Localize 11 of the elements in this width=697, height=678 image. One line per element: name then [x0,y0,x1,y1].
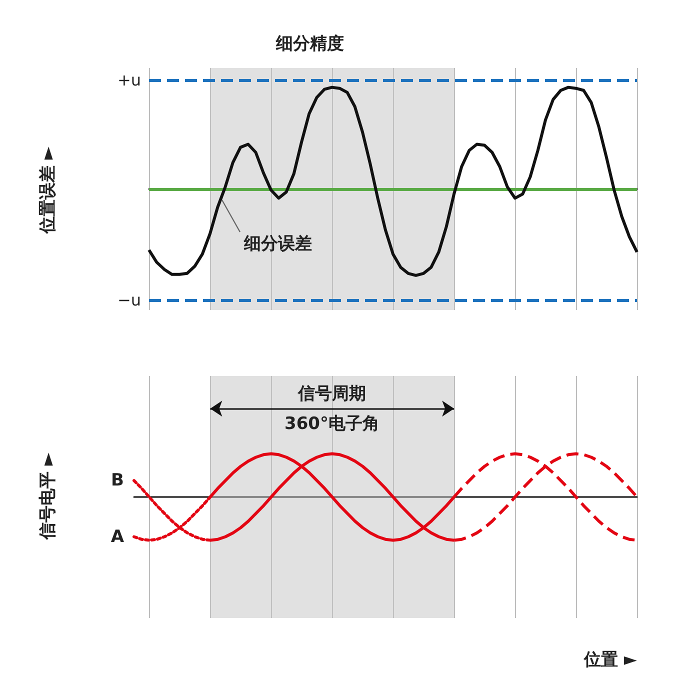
y-axis-title: 信号电平 ► [38,452,58,540]
series-label: A [110,526,125,547]
text: 360°电子角 [284,414,380,434]
x-axis-title: 位置 ► [583,650,638,670]
text: 信号周期 [297,384,366,404]
y-axis-title: 位置误差 ► [38,146,58,234]
ref-line-label: +u [117,70,141,90]
annotation: 细分误差 [243,234,312,254]
ref-line-label: −u [117,290,141,310]
text: 细分精度 [275,34,344,54]
series-label: B [111,470,124,491]
